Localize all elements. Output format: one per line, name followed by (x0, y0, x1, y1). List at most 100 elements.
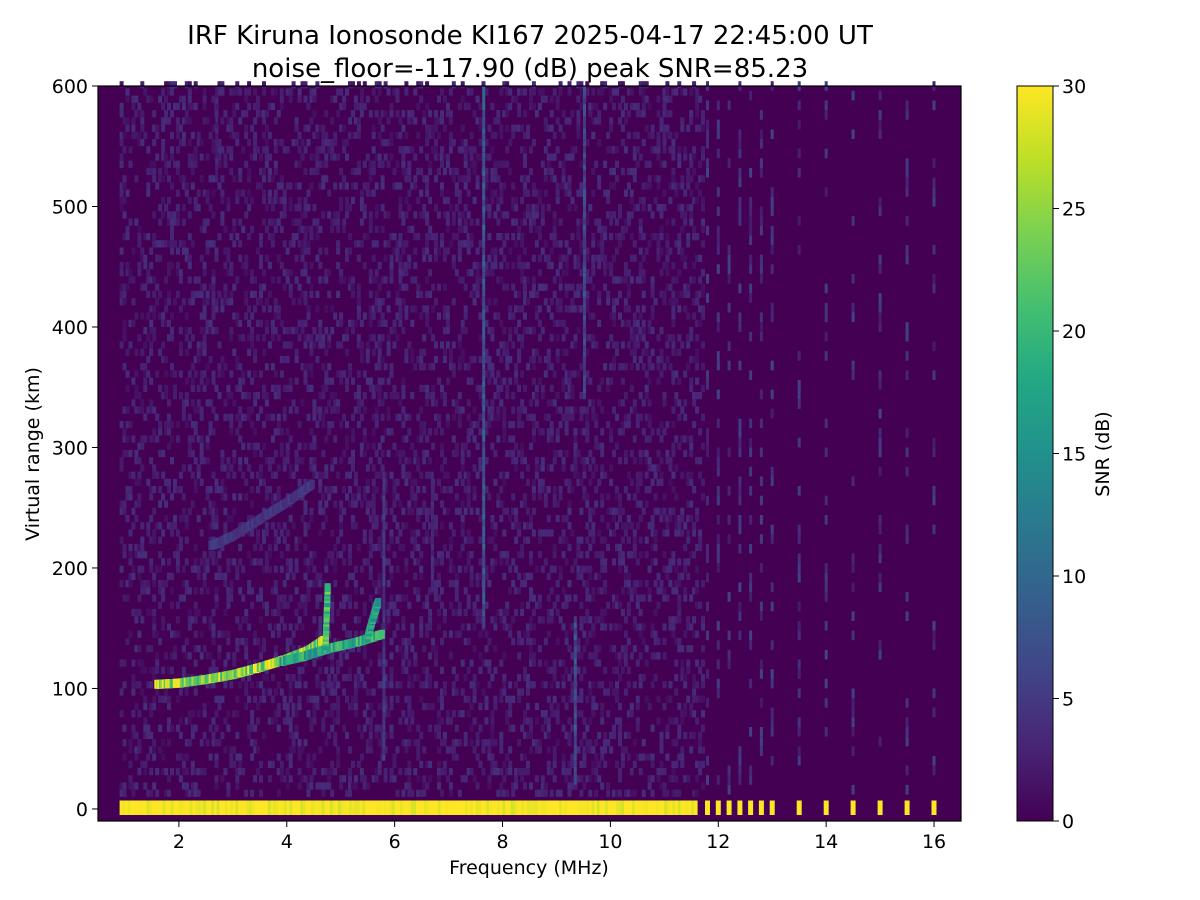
noise-cell (594, 572, 599, 580)
noise-cell (555, 500, 560, 508)
noise-cell (481, 81, 486, 89)
noise-cell (374, 724, 379, 732)
noise-cell (454, 269, 459, 277)
noise-cell (404, 413, 409, 421)
noise-cell (567, 782, 572, 790)
noise-cell (374, 341, 379, 349)
noise-cell (288, 731, 293, 739)
noise-cell (125, 515, 130, 523)
noise-cell (362, 710, 367, 718)
noise-cell (324, 370, 329, 378)
noise-cell (448, 768, 453, 776)
noise-cell (336, 681, 341, 689)
noise-cell (606, 341, 611, 349)
noise-cell (324, 558, 329, 566)
noise-cell (353, 580, 358, 588)
noise-cell (398, 146, 403, 154)
noise-cell (543, 146, 548, 154)
noise-cell (270, 175, 275, 183)
noise-cell (288, 565, 293, 573)
noise-cell (297, 182, 302, 190)
noise-cell (416, 131, 421, 139)
noise-cell (190, 160, 195, 168)
noise-cell (594, 702, 599, 711)
noise-cell (303, 572, 308, 580)
noise-cell (333, 486, 338, 494)
noise-cell (297, 616, 302, 624)
noise-cell (389, 572, 394, 580)
noise-cell (531, 739, 536, 747)
noise-cell (161, 392, 166, 400)
noise-cell (419, 348, 424, 356)
noise-cell (570, 370, 575, 378)
noise-cell (137, 457, 142, 465)
noise-cell (178, 515, 183, 523)
noise-cell (318, 471, 323, 479)
noise-cell (202, 580, 207, 588)
noise-cell (505, 110, 510, 118)
noise-cell (567, 406, 572, 414)
noise-cell (416, 587, 421, 595)
noise-cell (537, 233, 542, 241)
noise-cell (499, 768, 504, 776)
noise-cell (184, 247, 189, 255)
noise-cell (262, 688, 266, 696)
noise-cell (152, 753, 157, 761)
noise-cell (223, 160, 228, 168)
noise-cell (514, 775, 519, 783)
noise-cell (321, 124, 326, 132)
noise-cell (445, 341, 450, 349)
noise-cell (576, 775, 581, 783)
noise-cell (187, 233, 192, 241)
noise-cell (585, 457, 590, 465)
noise-cell (603, 254, 608, 262)
noise-cell (606, 196, 611, 205)
noise-cell (374, 775, 379, 783)
noise-cell (531, 218, 536, 226)
noise-cell (431, 146, 436, 154)
noise-cell (612, 88, 616, 96)
noise-cell (534, 225, 539, 233)
noise-cell (570, 413, 575, 421)
noise-cell (377, 261, 382, 270)
noise-cell (333, 392, 338, 400)
noise-cell (235, 753, 240, 761)
noise-cell (401, 543, 406, 552)
noise-cell (321, 175, 326, 183)
noise-cell (167, 522, 171, 530)
noise-cell (158, 486, 163, 494)
noise-cell (333, 543, 338, 552)
noise-cell (167, 269, 171, 277)
noise-cell (256, 681, 260, 689)
noise-cell (615, 623, 619, 631)
noise-cell (155, 254, 160, 262)
noise-cell (523, 247, 527, 255)
noise-cell (122, 789, 127, 797)
noise-cell (294, 355, 299, 364)
noise-cell (389, 666, 394, 674)
noise-cell (591, 102, 596, 111)
noise-cell (324, 710, 329, 718)
noise-cell (178, 536, 183, 544)
noise-cell (264, 319, 269, 327)
noise-cell (244, 95, 249, 103)
noise-cell (353, 95, 358, 103)
noise-cell (609, 146, 614, 154)
noise-cell (371, 312, 376, 320)
noise-cell (285, 601, 290, 609)
noise-cell (309, 363, 314, 371)
noise-cell (187, 507, 192, 515)
noise-cell (167, 334, 171, 342)
noise-cell (537, 486, 542, 494)
noise-cell (262, 88, 266, 96)
noise-cell (146, 95, 151, 103)
noise-cell (264, 601, 269, 609)
noise-cell (345, 695, 349, 703)
noise-cell (303, 233, 308, 241)
noise-cell (143, 233, 148, 241)
noise-cell (146, 724, 151, 732)
noise-cell (193, 645, 198, 653)
noise-cell (282, 204, 287, 212)
noise-cell (413, 768, 418, 776)
noise-cell (606, 211, 611, 219)
